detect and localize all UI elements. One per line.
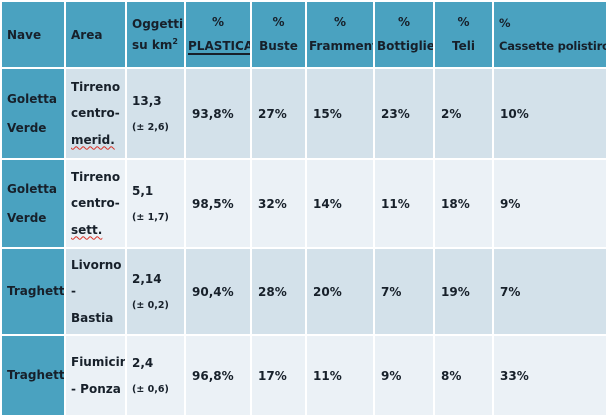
cell-area: Tirreno centro-sett. [64, 158, 127, 249]
header-label-oggetti: Oggetti su km2 [132, 16, 184, 52]
cell-frammenti: 15% [305, 67, 375, 160]
table-row-goletta-verde-tirreno-merid: Goletta Verde Tirreno centro-merid. 13,3… [0, 67, 606, 160]
header-cell-frammenti: % Frammenti [305, 0, 375, 69]
cell-buste: 17% [250, 334, 307, 417]
header-cell-teli: % Teli [433, 0, 494, 69]
cell-buste: 28% [250, 247, 307, 336]
percent-symbol: % [397, 15, 411, 29]
misspelled-word: merid. [71, 132, 115, 147]
cell-cassette: 7% [492, 247, 606, 336]
cell-nave: Goletta Verde [0, 67, 66, 160]
cell-teli: 2% [433, 67, 494, 160]
oggetti-value: 5,1 [132, 184, 154, 198]
oggetti-value: 2,14 [132, 272, 162, 286]
header-cell-oggetti: Oggetti su km2 [125, 0, 186, 69]
cell-bottiglie: 11% [373, 158, 435, 249]
cell-area: Fiumicino - Ponza [64, 334, 127, 417]
cell-buste: 32% [250, 158, 307, 249]
cell-area: Tirreno centro-merid. [64, 67, 127, 160]
oggetti-error-margin: (± 0,2) [132, 299, 169, 311]
cell-oggetti: 2,4 (± 0,6) [125, 334, 186, 417]
oggetti-error-margin: (± 2,6) [132, 121, 169, 133]
header-cell-area: Area [64, 0, 127, 69]
table-row-traghetto-fiumicino-ponza: Traghetto Fiumicino - Ponza 2,4 (± 0,6) … [0, 334, 606, 417]
cell-nave: Traghetto [0, 334, 66, 417]
header-cell-cassette: % Cassette polistirolo [492, 0, 606, 69]
header-label-area: Area [71, 27, 103, 42]
cell-plastica: 98,5% [184, 158, 252, 249]
table-row-goletta-verde-tirreno-sett: Goletta Verde Tirreno centro-sett. 5,1 (… [0, 158, 606, 249]
header-label-nave: Nave [7, 27, 42, 42]
percent-symbol: % [457, 15, 470, 29]
header-label-buste: Buste [259, 39, 298, 53]
cell-cassette: 9% [492, 158, 606, 249]
superscript-2: 2 [172, 36, 178, 46]
header-cell-plastica: % PLASTICA [184, 0, 252, 69]
header-label-cassette: Cassette polistirolo [499, 39, 605, 53]
percent-symbol: % [333, 15, 347, 29]
cell-cassette: 33% [492, 334, 606, 417]
cell-oggetti: 5,1 (± 1,7) [125, 158, 186, 249]
cell-plastica: 90,4% [184, 247, 252, 336]
oggetti-error-margin: (± 1,7) [132, 211, 169, 223]
cell-teli: 19% [433, 247, 494, 336]
header-label-teli: Teli [452, 39, 475, 53]
cell-bottiglie: 7% [373, 247, 435, 336]
percent-symbol: % [499, 15, 511, 30]
percent-symbol: % [272, 15, 285, 29]
misspelled-word: sett. [71, 222, 103, 237]
percent-symbol: % [211, 15, 225, 29]
header-cell-nave: Nave [0, 0, 66, 69]
header-row: Nave Area Oggetti su km2 % PLASTICA % Bus… [0, 0, 606, 69]
header-cell-buste: % Buste [250, 0, 307, 69]
cell-frammenti: 20% [305, 247, 375, 336]
cell-plastica: 93,8% [184, 67, 252, 160]
cell-bottiglie: 23% [373, 67, 435, 160]
cell-area: Livorno - Bastia [64, 247, 127, 336]
header-label-frammenti: Frammenti [309, 39, 373, 53]
cell-frammenti: 14% [305, 158, 375, 249]
cell-buste: 27% [250, 67, 307, 160]
cell-plastica: 96,8% [184, 334, 252, 417]
cell-cassette: 10% [492, 67, 606, 160]
oggetti-value: 13,3 [132, 94, 162, 108]
oggetti-error-margin: (± 0,6) [132, 383, 169, 395]
cell-teli: 8% [433, 334, 494, 417]
cell-nave: Goletta Verde [0, 158, 66, 249]
header-label-plastica: PLASTICA [188, 39, 251, 53]
cell-teli: 18% [433, 158, 494, 249]
cell-nave: Traghetto [0, 247, 66, 336]
cell-oggetti: 13,3 (± 2,6) [125, 67, 186, 160]
cell-bottiglie: 9% [373, 334, 435, 417]
oggetti-value: 2,4 [132, 356, 154, 370]
table-row-traghetto-livorno-bastia: Traghetto Livorno - Bastia 2,14 (± 0,2) … [0, 247, 606, 336]
header-cell-bottiglie: % Bottiglie [373, 0, 435, 69]
header-label-bottiglie: Bottiglie [377, 39, 434, 53]
cell-frammenti: 11% [305, 334, 375, 417]
cell-oggetti: 2,14 (± 0,2) [125, 247, 186, 336]
